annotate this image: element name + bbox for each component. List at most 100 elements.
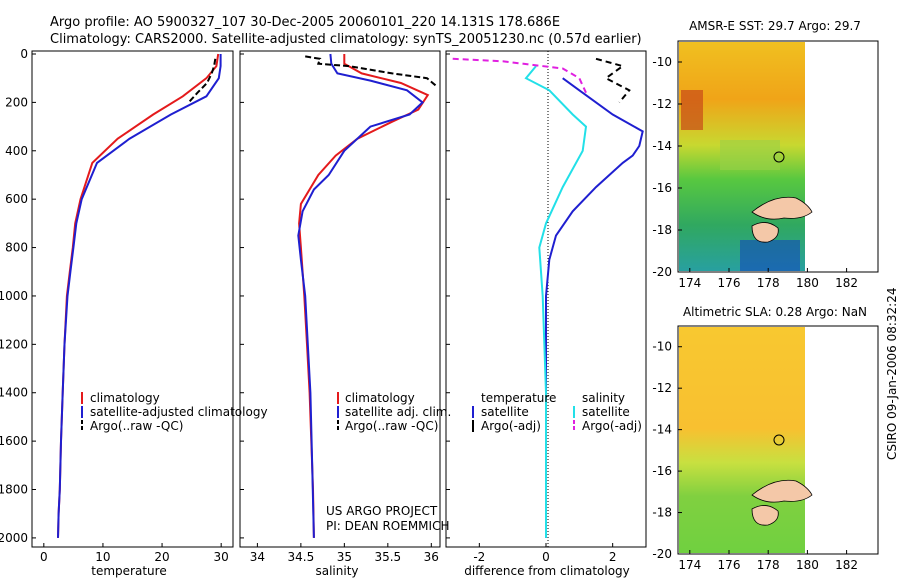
depth-tick-label: 1800	[0, 483, 28, 497]
x-tick-label: 30	[214, 550, 229, 564]
map-y-tick-label: -16	[652, 464, 672, 478]
map-x-tick-label: 180	[796, 558, 819, 572]
sst-cool-patch	[720, 140, 780, 170]
x-tick-label: 34.5	[288, 550, 315, 564]
depth-axis: 0 200 400 600 800 1000 1200 1400 1600 1800 2000	[0, 47, 450, 545]
temperature-legend: climatology satellite-adjusted climatolo…	[81, 391, 268, 433]
sla-field	[679, 327, 805, 553]
series-line-salinity-argo-adj	[452, 57, 587, 94]
map-y-tick-label: -10	[652, 340, 672, 354]
series-line-temperature-satellite	[545, 77, 644, 538]
map-x-tick-label: 180	[796, 276, 819, 290]
series-line-climatology	[298, 54, 430, 538]
map-y-tick-label: -12	[652, 97, 672, 111]
x-tick-label: 34	[250, 550, 265, 564]
map-y-tick-label: -12	[652, 381, 672, 395]
series-line-climatology	[57, 53, 220, 538]
depth-tick-label: 1600	[0, 434, 28, 448]
x-tick-label: 35	[337, 550, 352, 564]
depth-tick-label: 200	[5, 95, 28, 109]
fiji-island-north	[751, 196, 813, 220]
legend-label: Argo(-adj)	[582, 419, 642, 433]
map-y-tick-label: -20	[652, 547, 672, 561]
sst-map-ticks: 174 176 178 180 182 -10 -12 -14 -16 -18 -20	[652, 55, 858, 290]
x-tick-label: 36	[424, 550, 439, 564]
sla-map-title: Altimetric SLA: 0.28 Argo: NaN	[683, 305, 867, 319]
map-x-tick-label: 178	[757, 276, 780, 290]
depth-tick-label: 400	[5, 144, 28, 158]
sst-map-title: AMSR-E SST: 29.7 Argo: 29.7	[689, 19, 861, 33]
map-x-tick-label: 182	[835, 276, 858, 290]
series-line-argo-raw-qc	[187, 58, 217, 104]
legend-label: climatology	[345, 391, 415, 405]
depth-tick-label: 2000	[0, 531, 28, 545]
map-x-tick-label: 178	[757, 558, 780, 572]
x-tick-label: 35.5	[374, 550, 401, 564]
map-x-tick-label: 174	[678, 276, 701, 290]
legend-heading-salinity: salinity	[582, 391, 625, 405]
series-line-temperature-argo-adj	[595, 57, 631, 104]
depth-tick-label: 600	[5, 192, 28, 206]
legend-heading-temperature: temperature	[481, 391, 556, 405]
sst-map-frame	[677, 40, 879, 273]
map-x-tick-label: 182	[835, 558, 858, 572]
difference-legend: temperature salinity satellite Argo(-adj…	[472, 391, 642, 433]
legend-label: satellite-adjusted climatology	[90, 405, 268, 419]
x-tick-label: 20	[154, 550, 169, 564]
series-line-satellite-adjusted-climatology	[57, 54, 222, 538]
argo-location-marker	[773, 434, 785, 446]
profile-series	[57, 53, 644, 538]
series-line-argo-raw-qc	[305, 55, 437, 87]
map-y-tick-label: -14	[652, 423, 672, 437]
x-tick-label: 0	[40, 550, 48, 564]
salinity-legend: climatology satellite adj. clim. Argo(..…	[326, 391, 451, 533]
header-line-2: Climatology: CARS2000. Satellite-adjuste…	[50, 32, 642, 47]
sla-map-ticks: 174 176 178 180 182 -10 -12 -14 -16 -18 -20	[652, 340, 858, 572]
map-y-tick-label: -20	[652, 265, 672, 279]
map-y-tick-label: -18	[652, 506, 672, 520]
map-x-tick-label: 176	[718, 276, 741, 290]
project-credit: US ARGO PROJECT	[326, 504, 438, 518]
depth-tick-label: 800	[5, 241, 28, 255]
map-x-tick-label: 174	[678, 558, 701, 572]
temperature-axes	[31, 50, 234, 548]
map-y-tick-label: -18	[652, 223, 672, 237]
legend-label: satellite	[582, 405, 630, 419]
depth-tick-label: 1400	[0, 386, 28, 400]
legend-label: satellite adj. clim.	[345, 405, 451, 419]
legend-label: Argo(-adj)	[481, 419, 541, 433]
x-tick-label: -2	[473, 550, 485, 564]
salinity-xlabel: salinity	[315, 564, 358, 578]
fiji-island-north	[751, 479, 813, 503]
temperature-xlabel: temperature	[91, 564, 166, 578]
x-tick-label: 0	[542, 550, 550, 564]
sst-blue-patch	[740, 240, 800, 271]
legend-label: Argo(..raw -QC)	[345, 419, 438, 433]
csiro-timestamp: CSIRO 09-Jan-2006 08:32:24	[885, 288, 899, 460]
header-line-1: Argo profile: AO 5900327_107 30-Dec-2005…	[50, 15, 560, 30]
depth-tick-label: 1000	[0, 289, 28, 303]
x-axes-ticks: 0 10 20 30 34 34.5 35 35.5 36 -2 0 2	[40, 543, 616, 564]
legend-label: Argo(..raw -QC)	[90, 419, 183, 433]
argo-location-marker	[773, 151, 785, 163]
legend-label: climatology	[90, 391, 160, 405]
depth-tick-label: 1200	[0, 337, 28, 351]
fiji-island-south	[751, 222, 779, 243]
x-tick-label: 10	[95, 550, 110, 564]
series-line-salinity-satellite	[524, 65, 588, 538]
salinity-axes	[239, 50, 441, 548]
x-tick-label: 2	[609, 550, 617, 564]
legend-label: satellite	[481, 405, 529, 419]
pi-credit: PI: DEAN ROEMMICH	[326, 519, 449, 533]
series-line-satellite-adj-clim	[297, 53, 425, 538]
map-y-tick-label: -16	[652, 181, 672, 195]
sla-map-frame	[677, 325, 879, 555]
map-y-tick-label: -14	[652, 139, 672, 153]
difference-xlabel: difference from climatology	[464, 564, 630, 578]
map-y-tick-label: -10	[652, 55, 672, 69]
sst-warm-patch	[681, 90, 703, 130]
map-x-tick-label: 176	[718, 558, 741, 572]
fiji-island-south	[751, 505, 779, 526]
